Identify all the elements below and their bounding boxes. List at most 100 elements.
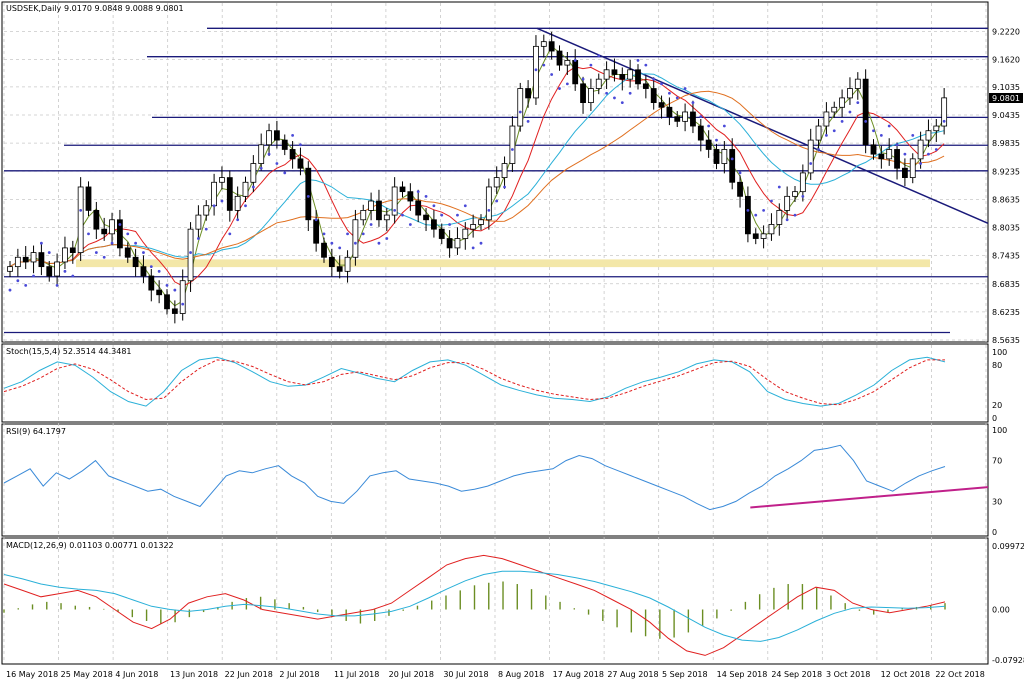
candle-body[interactable]	[729, 149, 736, 183]
candle-body[interactable]	[854, 78, 861, 89]
candle-body[interactable]	[462, 228, 469, 239]
candle-body[interactable]	[580, 83, 586, 104]
candle-body[interactable]	[289, 149, 296, 160]
candle-body[interactable]	[737, 181, 743, 197]
candle-body[interactable]	[415, 200, 422, 216]
candle-body[interactable]	[305, 167, 312, 221]
candle-body[interactable]	[297, 158, 304, 169]
candle-body[interactable]	[179, 280, 186, 314]
candle-body[interactable]	[234, 195, 241, 211]
candle-body[interactable]	[109, 219, 115, 235]
candle-body[interactable]	[501, 163, 508, 178]
candle-body[interactable]	[446, 238, 453, 249]
candle-body[interactable]	[533, 45, 539, 99]
candle-body[interactable]	[697, 125, 704, 141]
candle-body[interactable]	[336, 266, 343, 272]
candle-body[interactable]	[478, 219, 484, 225]
candle-body[interactable]	[30, 252, 37, 263]
candle-body[interactable]	[266, 130, 272, 146]
candle-body[interactable]	[768, 224, 775, 235]
candle-body[interactable]	[391, 186, 398, 216]
candle-body[interactable]	[674, 116, 681, 122]
candle-body[interactable]	[14, 256, 21, 268]
candle-body[interactable]	[281, 139, 288, 150]
candle-body[interactable]	[226, 177, 233, 211]
candle-body[interactable]	[650, 88, 657, 104]
candle-body[interactable]	[682, 111, 688, 122]
candle-body[interactable]	[642, 83, 649, 89]
candle-body[interactable]	[784, 195, 791, 211]
candle-body[interactable]	[171, 308, 178, 314]
candle-body[interactable]	[666, 106, 673, 118]
candle-body[interactable]	[595, 78, 602, 89]
candle-body[interactable]	[760, 233, 767, 239]
candle-body[interactable]	[509, 125, 516, 164]
candle-body[interactable]	[187, 228, 194, 282]
candle-body[interactable]	[658, 102, 665, 108]
candle-body[interactable]	[485, 186, 492, 221]
candle-body[interactable]	[564, 60, 571, 66]
candle-body[interactable]	[721, 149, 728, 164]
candle-body[interactable]	[548, 41, 555, 52]
candle-body[interactable]	[321, 242, 327, 258]
candle-body[interactable]	[203, 205, 210, 216]
candle-body[interactable]	[894, 149, 900, 169]
candle-body[interactable]	[383, 214, 390, 221]
candle-body[interactable]	[101, 228, 108, 235]
candle-body[interactable]	[93, 210, 100, 230]
candle-body[interactable]	[745, 195, 751, 235]
candle-body[interactable]	[572, 60, 579, 85]
candle-body[interactable]	[933, 125, 940, 132]
candle-body[interactable]	[909, 158, 916, 178]
candle-body[interactable]	[807, 139, 814, 174]
candle-body[interactable]	[219, 177, 225, 183]
candle-body[interactable]	[705, 139, 712, 150]
candle-body[interactable]	[85, 186, 92, 211]
candle-body[interactable]	[870, 144, 877, 155]
candle-body[interactable]	[344, 256, 351, 272]
candle-body[interactable]	[627, 69, 634, 80]
candle-body[interactable]	[792, 191, 798, 197]
candle-body[interactable]	[917, 139, 924, 160]
candle-body[interactable]	[376, 200, 382, 221]
candle-body[interactable]	[438, 228, 445, 239]
candle-body[interactable]	[823, 111, 830, 127]
candle-body[interactable]	[752, 233, 759, 239]
candle-body[interactable]	[470, 224, 477, 230]
candle-body[interactable]	[941, 97, 948, 127]
candle-body[interactable]	[407, 191, 414, 202]
candle-body[interactable]	[776, 210, 783, 225]
candle-body[interactable]	[902, 167, 908, 178]
candle-body[interactable]	[156, 289, 163, 296]
candle-body[interactable]	[368, 200, 375, 211]
candle-body[interactable]	[799, 172, 806, 193]
candle-body[interactable]	[603, 69, 610, 80]
candle-body[interactable]	[588, 88, 594, 104]
candle-body[interactable]	[7, 266, 13, 272]
candle-body[interactable]	[690, 111, 696, 127]
candle-body[interactable]	[847, 88, 853, 99]
candle-body[interactable]	[493, 177, 500, 188]
candle-body[interactable]	[360, 210, 367, 221]
candle-body[interactable]	[556, 50, 563, 66]
candle-body[interactable]	[54, 261, 60, 277]
candle-body[interactable]	[62, 247, 68, 263]
candle-body[interactable]	[886, 149, 893, 160]
candle-body[interactable]	[242, 181, 249, 197]
candle-body[interactable]	[46, 266, 53, 277]
candle-body[interactable]	[195, 214, 202, 230]
candle-body[interactable]	[399, 186, 406, 193]
candle-body[interactable]	[839, 97, 845, 108]
candle-body[interactable]	[69, 247, 76, 253]
candle-body[interactable]	[815, 125, 822, 141]
candle-body[interactable]	[517, 88, 524, 127]
candle-body[interactable]	[831, 106, 838, 113]
candle-body[interactable]	[140, 266, 147, 277]
candle-body[interactable]	[124, 247, 131, 258]
candle-body[interactable]	[313, 219, 320, 244]
candle-body[interactable]	[423, 214, 429, 221]
candle-body[interactable]	[328, 256, 335, 268]
candle-body[interactable]	[713, 149, 720, 164]
